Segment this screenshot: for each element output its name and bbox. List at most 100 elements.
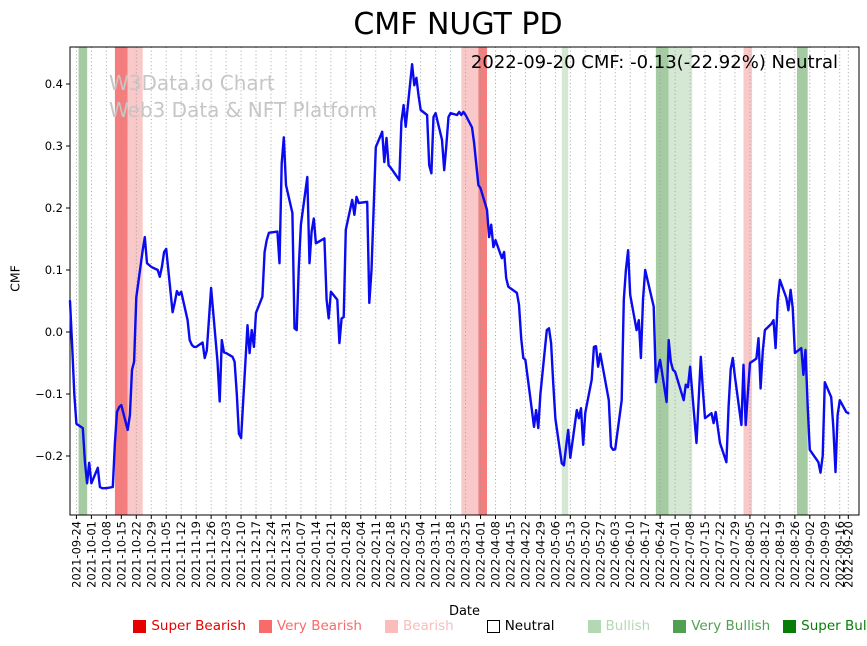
y-tick-label: −0.2	[35, 449, 63, 463]
cmf-line	[68, 63, 850, 490]
x-tick-label: 2021-10-15	[114, 521, 128, 588]
x-tick-label: 2022-04-01	[474, 521, 488, 588]
legend: Super Bearish Very Bearish Bearish Neutral B…	[133, 618, 867, 634]
latest-value-annotation: 2022-09-20 CMF: -0.13(-22.92%) Neutral	[470, 52, 838, 73]
x-tick-label: 2022-01-14	[309, 521, 323, 588]
y-tick-label: −0.1	[35, 387, 63, 401]
legend-swatch	[384, 619, 398, 633]
x-tick-label: 2022-08-12	[758, 521, 772, 588]
x-tick-label: 2022-06-10	[623, 521, 637, 588]
band-very-bullish	[78, 47, 88, 515]
legend-swatch	[486, 619, 500, 633]
legend-item-very-bullish: Very Bullish	[673, 618, 770, 634]
x-tick-label: 2022-04-15	[503, 521, 517, 588]
axes-frame	[69, 46, 860, 516]
x-tick-label: 2022-03-18	[444, 521, 458, 588]
x-tick-label: 2022-01-28	[339, 521, 353, 588]
x-tick-label: 2022-02-11	[369, 521, 383, 588]
band-very-bullish	[797, 47, 808, 515]
legend-label: Bearish	[402, 618, 454, 634]
x-tick-label: 2022-09-02	[803, 521, 817, 588]
legend-label: Bullish	[605, 618, 651, 634]
x-tick-label: 2022-03-11	[429, 521, 443, 588]
band-very-bullish	[655, 47, 669, 515]
legend-label: Neutral	[504, 618, 555, 634]
x-tick-label: 2021-11-12	[174, 521, 188, 588]
x-tick-label: 2022-06-17	[638, 521, 652, 588]
band-bullish	[561, 47, 569, 515]
x-tick-label: 2022-07-08	[683, 521, 697, 588]
legend-item-bearish: Bearish	[384, 618, 454, 634]
band-bullish	[668, 47, 693, 515]
x-tick-label: 2021-12-17	[249, 521, 263, 588]
x-tick-label: 2022-04-22	[518, 521, 532, 588]
legend-label: Super Bullish	[801, 618, 867, 634]
x-tick-label: 2021-12-10	[234, 521, 248, 588]
legend-item-bullish: Bullish	[587, 618, 651, 634]
watermark-line1: W3Data.io Chart	[109, 71, 275, 95]
x-tick-label: 2021-12-24	[264, 521, 278, 588]
y-axis-label: CMF	[7, 265, 23, 292]
x-tick-label: 2021-10-29	[144, 521, 158, 588]
band-very-bearish	[478, 47, 487, 515]
legend-label: Very Bearish	[276, 618, 362, 634]
x-tick-label: 2022-07-29	[728, 521, 742, 588]
x-tick-label: 2022-07-01	[668, 521, 682, 588]
x-tick-label: 2021-09-24	[69, 521, 83, 588]
legend-swatch	[133, 619, 147, 633]
watermark: W3Data.io Chart Web3 Data & NFT Platform	[109, 70, 377, 124]
band-bearish	[461, 47, 479, 515]
x-tick-label: 2022-03-25	[459, 521, 473, 588]
x-tick-label: 2022-01-07	[294, 521, 308, 588]
band-bearish	[743, 47, 753, 515]
y-tick-label: 0.1	[45, 263, 63, 277]
legend-swatch	[587, 619, 601, 633]
x-tick-label: 2022-02-25	[399, 521, 413, 588]
chart-title: CMF NUGT PD	[353, 7, 563, 42]
legend-label: Very Bullish	[691, 618, 771, 634]
y-tick-label: 0.3	[45, 139, 63, 153]
x-tick-label: 2022-09-09	[818, 521, 832, 588]
x-tick-label: 2022-09-20	[841, 521, 855, 588]
x-tick-label: 2022-06-03	[608, 521, 622, 588]
x-tick-label: 2022-05-06	[548, 521, 562, 588]
x-tick-label: 2021-11-26	[204, 521, 218, 588]
x-tick-label: 2022-05-13	[563, 521, 577, 588]
legend-item-neutral: Neutral	[486, 618, 555, 634]
x-tick-label: 2022-07-15	[698, 521, 712, 588]
legend-swatch	[783, 619, 797, 633]
legend-item-very-bearish: Very Bearish	[258, 618, 362, 634]
x-tick-label: 2021-12-03	[219, 521, 233, 588]
x-tick-label: 2022-04-29	[533, 521, 547, 588]
y-tick-label: 0.4	[45, 77, 63, 91]
x-tick-label: 2021-10-08	[99, 521, 113, 588]
x-tick-label: 2022-03-04	[414, 521, 428, 588]
x-tick-label: 2022-07-22	[713, 521, 727, 588]
legend-swatch	[258, 619, 272, 633]
legend-swatch	[673, 619, 687, 633]
x-tick-label: 2022-02-18	[384, 521, 398, 588]
x-tick-label: 2021-10-01	[84, 521, 98, 588]
legend-item-super-bullish: Super Bullish	[783, 618, 867, 634]
x-tick-label: 2021-11-05	[159, 521, 173, 588]
x-tick-label: 2022-01-21	[324, 521, 338, 588]
x-tick-label: 2022-08-19	[773, 521, 787, 588]
x-tick-label: 2022-09-16	[833, 521, 847, 588]
x-tick-label: 2022-08-05	[743, 521, 757, 588]
x-tick-label: 2022-05-27	[593, 521, 607, 588]
x-tick-label: 2021-10-22	[129, 521, 143, 588]
x-tick-label: 2022-04-08	[489, 521, 503, 588]
x-tick-label: 2022-08-26	[788, 521, 802, 588]
x-axis-label: Date	[448, 604, 481, 619]
y-tick-label: 0.0	[45, 325, 63, 339]
x-tick-label: 2022-06-24	[653, 521, 667, 588]
x-tick-label: 2022-02-04	[354, 521, 368, 588]
x-tick-label: 2022-05-20	[578, 521, 592, 588]
watermark-line2: Web3 Data & NFT Platform	[109, 98, 377, 122]
x-tick-label: 2021-12-31	[279, 521, 293, 588]
y-tick-label: 0.2	[45, 201, 63, 215]
x-tick-label: 2021-11-19	[189, 521, 203, 588]
legend-label: Super Bearish	[151, 618, 246, 634]
